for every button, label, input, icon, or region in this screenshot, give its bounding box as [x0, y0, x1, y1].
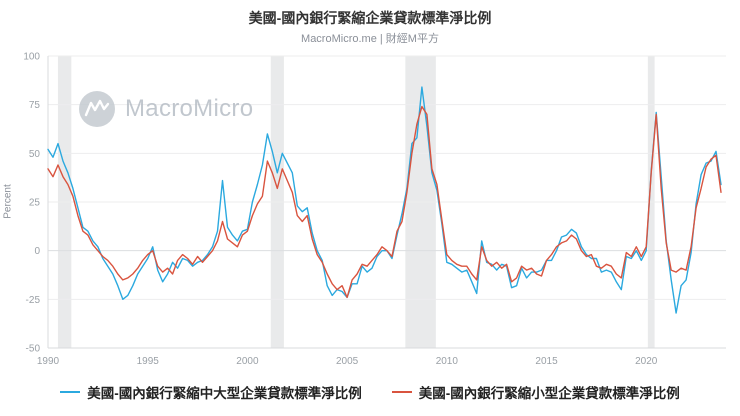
chart-area: Percent -50 -25 0 25 50 75 100 1990 1995 2000 2005…	[0, 48, 740, 378]
x-tick-label: 2015	[535, 356, 558, 367]
y-tick-label: 0	[34, 246, 40, 257]
chart-header: 美國-國內銀行緊縮企業貸款標準淨比例 MacroMicro.me | 財經M平方	[0, 0, 740, 46]
legend-swatch-blue	[60, 391, 81, 393]
x-tick-label: 2020	[635, 356, 658, 367]
line-chart[interactable]: -50 -25 0 25 50 75 100 1990 1995 2000 2005 2010 2015…	[0, 48, 740, 378]
x-tick-label: 2000	[236, 356, 259, 367]
legend-item-large-medium-firms[interactable]: 美國-國內銀行緊縮中大型企業貸款標準淨比例	[60, 382, 362, 402]
x-tick-label: 2010	[436, 356, 459, 367]
x-tick-label: 2005	[336, 356, 359, 367]
y-tick-label: 25	[29, 198, 41, 209]
legend-label: 美國-國內銀行緊縮小型企業貸款標準淨比例	[418, 386, 680, 401]
y-tick-label: -25	[26, 295, 41, 306]
legend-item-small-firms[interactable]: 美國-國內銀行緊縮小型企業貸款標準淨比例	[391, 382, 680, 402]
series-line	[47, 105, 722, 299]
legend-swatch-red	[391, 391, 412, 393]
y-tick-label: 50	[29, 149, 41, 160]
x-tick-label: 1990	[37, 356, 60, 367]
legend: 美國-國內銀行緊縮中大型企業貸款標準淨比例 美國-國內銀行緊縮小型企業貸款標準淨…	[0, 382, 740, 402]
legend-label: 美國-國內銀行緊縮中大型企業貸款標準淨比例	[87, 386, 362, 401]
page-title: 美國-國內銀行緊縮企業貸款標準淨比例	[248, 10, 492, 26]
y-tick-label: 75	[29, 100, 41, 111]
y-axis-label: Percent	[2, 184, 14, 219]
x-tick-label: 1995	[137, 356, 160, 367]
series-line	[47, 86, 722, 314]
y-tick-label: 100	[23, 52, 40, 63]
y-tick-label: -50	[26, 344, 41, 355]
page-subtitle: MacroMicro.me | 財經M平方	[301, 33, 439, 45]
